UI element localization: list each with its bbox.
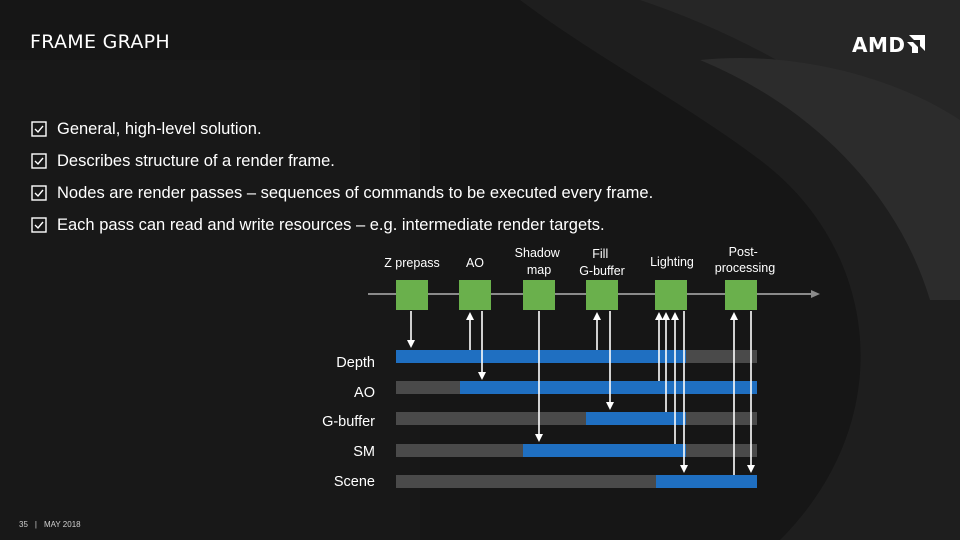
- resource-bar-sm-idle-end: [686, 444, 757, 457]
- amd-arrow-icon: [907, 35, 926, 53]
- bullet-list: General, high-level solution. Describes …: [31, 113, 653, 241]
- checkbox-bullet-icon: [31, 185, 47, 201]
- resource-label-ao: AO: [354, 385, 375, 401]
- bullet-text: Describes structure of a render frame.: [57, 151, 335, 170]
- footer-date: MAY 2018: [43, 520, 81, 529]
- bullet-item: Nodes are render passes – sequences of c…: [31, 177, 653, 209]
- pass-node-ao: [459, 280, 491, 310]
- pass-labels: Z prepass AO Shadow map Fill G-buffer Li…: [384, 245, 775, 278]
- amd-logo: AMD: [852, 33, 926, 57]
- bullet-text: Nodes are render passes – sequences of c…: [57, 183, 654, 202]
- resource-label-sm: SM: [353, 444, 375, 460]
- resource-bar-depth-idle: [686, 350, 757, 363]
- bullet-item: Describes structure of a render frame.: [31, 145, 653, 177]
- pass-label-postprocessing: Post- processing: [715, 245, 775, 275]
- pass-label-fill-gbuffer: Fill G-buffer: [579, 247, 625, 278]
- resource-bar-scene-idle: [396, 475, 656, 488]
- resource-bar-ao-idle: [396, 381, 460, 394]
- page-number: 35: [19, 520, 28, 529]
- resource-label-depth: Depth: [336, 355, 375, 371]
- resource-bar-sm-idle: [396, 444, 523, 457]
- checkbox-bullet-icon: [31, 121, 47, 137]
- logo-text: AMD: [852, 33, 906, 57]
- access-arrows: [407, 311, 755, 475]
- pass-node-shadow-map: [523, 280, 555, 310]
- checkbox-bullet-icon: [31, 217, 47, 233]
- pass-nodes: [396, 280, 757, 310]
- bullet-text: Each pass can read and write resources –…: [57, 215, 605, 234]
- pass-node-z-prepass: [396, 280, 428, 310]
- pass-node-postprocessing: [725, 280, 757, 310]
- pass-node-fill-gbuffer: [586, 280, 618, 310]
- resource-bar-gbuffer-idle-end: [686, 412, 757, 425]
- slide-title: FRAME GRAPH: [30, 31, 170, 53]
- resource-label-scene: Scene: [334, 474, 375, 490]
- slide-footer: 35 | MAY 2018: [19, 520, 88, 529]
- pass-label-shadow-map: Shadow map: [515, 246, 564, 277]
- pass-label-z-prepass: Z prepass: [384, 256, 440, 270]
- checkbox-bullet-icon: [31, 153, 47, 169]
- pass-node-lighting: [655, 280, 687, 310]
- bullet-item: Each pass can read and write resources –…: [31, 209, 653, 241]
- resource-bar-ao-active: [460, 381, 757, 394]
- pass-label-lighting: Lighting: [650, 255, 694, 269]
- resource-label-gbuffer: G-buffer: [322, 414, 375, 430]
- pass-label-ao: AO: [466, 256, 484, 270]
- resource-bars: [396, 350, 757, 488]
- resource-labels: Depth AO G-buffer SM Scene: [322, 355, 375, 490]
- bullet-item: General, high-level solution.: [31, 113, 653, 145]
- resource-bar-sm-active: [523, 444, 686, 457]
- resource-bar-gbuffer-active: [586, 412, 686, 425]
- resource-bar-depth-active: [396, 350, 686, 363]
- bullet-text: General, high-level solution.: [57, 119, 262, 138]
- resource-bar-gbuffer-idle: [396, 412, 586, 425]
- resource-bar-scene-active: [656, 475, 757, 488]
- footer-separator: |: [34, 520, 37, 529]
